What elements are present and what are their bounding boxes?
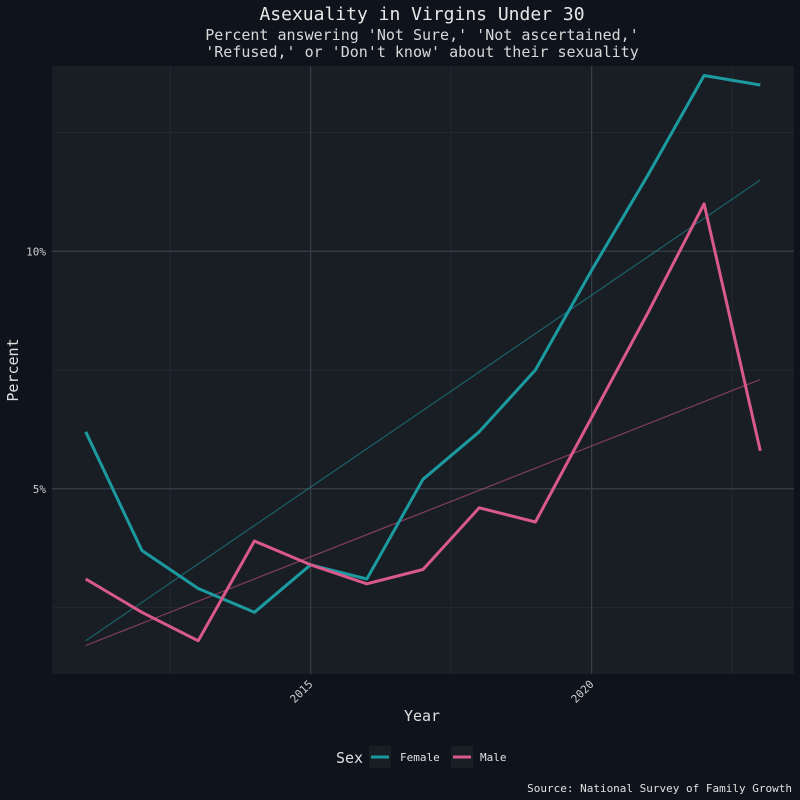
y-tick-label: 10% bbox=[26, 245, 46, 258]
y-axis-ticks: 5% 10% bbox=[26, 245, 46, 496]
trend-line-female bbox=[85, 179, 761, 642]
y-tick-label: 5% bbox=[33, 483, 47, 496]
trend-lines bbox=[85, 179, 761, 647]
series-lines bbox=[84, 74, 762, 643]
legend-title: Sex bbox=[336, 749, 363, 767]
legend: Sex Female Male bbox=[336, 746, 507, 768]
chart-title: Asexuality in Virgins Under 30 bbox=[259, 4, 584, 25]
series-line-female bbox=[84, 74, 761, 614]
y-axis-title: Percent bbox=[4, 338, 22, 401]
legend-label-female: Female bbox=[400, 751, 440, 764]
grid bbox=[52, 66, 794, 674]
trend-line-male bbox=[85, 378, 761, 647]
chart-subtitle-line-1: Percent answering 'Not Sure,' 'Not ascer… bbox=[205, 26, 638, 44]
chart-subtitle-line-2: 'Refused,' or 'Don't know' about their s… bbox=[205, 43, 638, 61]
series-line-male bbox=[84, 202, 762, 643]
x-axis-title: Year bbox=[404, 707, 440, 725]
legend-label-male: Male bbox=[480, 751, 507, 764]
chart-caption: Source: National Survey of Family Growth bbox=[527, 782, 792, 795]
